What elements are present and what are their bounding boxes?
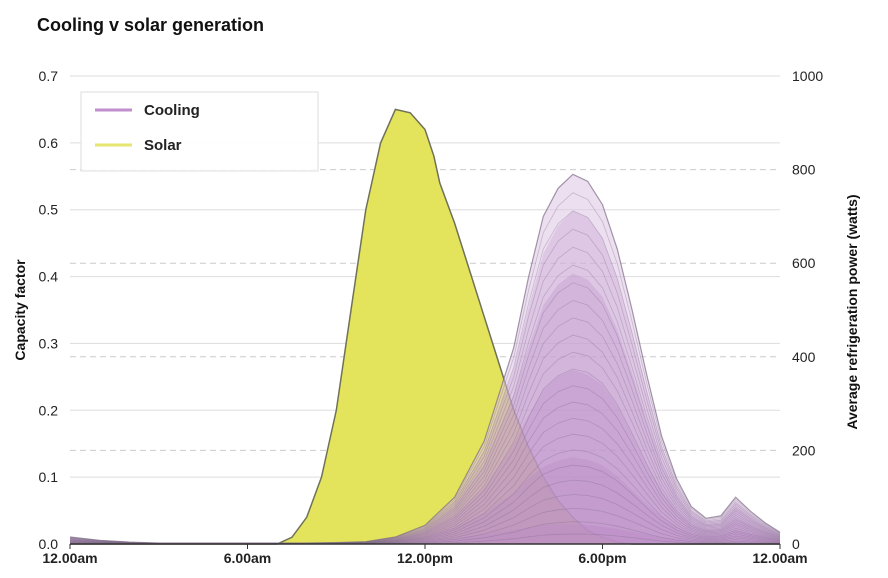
cooling-envelope bbox=[70, 174, 780, 545]
solar-area-fill bbox=[70, 109, 780, 545]
y-tick-left: 0.1 bbox=[39, 469, 59, 485]
cooling-band bbox=[70, 524, 780, 544]
cooling-band bbox=[70, 273, 780, 544]
cooling-line bbox=[69, 173, 781, 544]
y-tick-left: 0.4 bbox=[39, 269, 59, 285]
y-tick-right: 1000 bbox=[792, 68, 823, 84]
cooling-area bbox=[69, 173, 781, 545]
cooling-band bbox=[70, 369, 780, 544]
y-tick-left: 0.6 bbox=[39, 135, 59, 151]
legend: Cooling Solar bbox=[80, 91, 319, 172]
y-tick-right: 600 bbox=[792, 255, 816, 271]
y-tick-right: 200 bbox=[792, 442, 816, 458]
y-tick-left: 0.0 bbox=[39, 536, 59, 552]
cooling-band bbox=[70, 457, 780, 544]
legend-label-cooling: Cooling bbox=[144, 102, 200, 119]
y-tick-left: 0.2 bbox=[39, 402, 59, 418]
x-tick-label: 12.00am bbox=[42, 550, 97, 566]
y-axis-left-label: Capacity factor bbox=[12, 259, 28, 361]
x-tick-label: 6.00pm bbox=[578, 550, 626, 566]
y-tick-right: 800 bbox=[792, 162, 816, 178]
chart-title: Cooling v solar generation bbox=[37, 15, 264, 35]
cooling-band bbox=[70, 210, 780, 545]
legend-box bbox=[80, 91, 319, 172]
y-tick-right: 400 bbox=[792, 349, 816, 365]
y-tick-left: 0.5 bbox=[39, 202, 59, 218]
axes: 0.0 0.1 0.2 0.3 0.4 0.5 0.6 0.7 0 200 400 600 800 100… bbox=[39, 68, 824, 566]
y-tick-left: 0.7 bbox=[39, 68, 59, 84]
y-tick-right: 0 bbox=[792, 536, 800, 552]
y-axis-right-label: Average refrigeration power (watts) bbox=[844, 194, 860, 429]
x-tick-label: 6.00am bbox=[224, 550, 271, 566]
legend-label-solar: Solar bbox=[144, 137, 182, 154]
y-tick-left: 0.3 bbox=[39, 335, 59, 351]
x-tick-label: 12.00am bbox=[752, 550, 807, 566]
x-tick-label: 12.00pm bbox=[397, 550, 453, 566]
